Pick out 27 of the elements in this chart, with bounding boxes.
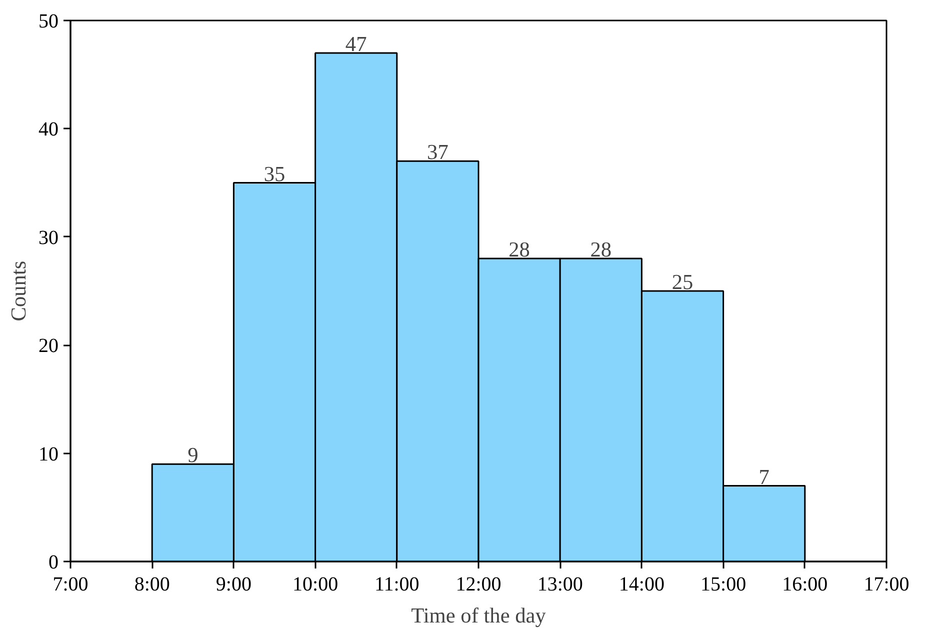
- data-label: 7: [758, 464, 770, 489]
- x-tick-label: 16:00: [782, 574, 828, 596]
- y-tick-label: 50: [38, 10, 58, 32]
- x-tick-label: 7:00: [52, 574, 88, 596]
- x-tick-label: 13:00: [537, 574, 583, 596]
- x-tick-label: 8:00: [134, 574, 170, 596]
- y-axis-title: Counts: [6, 260, 30, 322]
- y-tick-label: 10: [38, 443, 58, 466]
- data-label: 9: [188, 443, 198, 468]
- x-tick-label: 12:00: [456, 574, 502, 596]
- data-label: 35: [264, 162, 286, 186]
- x-tick-label: 10:00: [292, 574, 338, 596]
- y-tick-label: 40: [38, 118, 58, 141]
- data-label: 25: [672, 270, 694, 294]
- data-label: 28: [590, 238, 612, 262]
- data-label: 28: [508, 238, 530, 262]
- x-tick-label: 15:00: [700, 574, 746, 596]
- x-tick-label: 14:00: [618, 574, 664, 596]
- y-tick-label: 0: [48, 552, 58, 574]
- data-label: 37: [427, 140, 449, 164]
- y-tick-label: 20: [38, 335, 58, 358]
- x-tick-label: 17:00: [864, 574, 910, 596]
- x-axis-title: Time of the day: [411, 604, 546, 628]
- data-label: 47: [345, 32, 368, 56]
- y-tick-label: 30: [38, 226, 58, 249]
- x-tick-label: 9:00: [216, 574, 252, 596]
- x-tick-label: 11:00: [374, 574, 420, 596]
